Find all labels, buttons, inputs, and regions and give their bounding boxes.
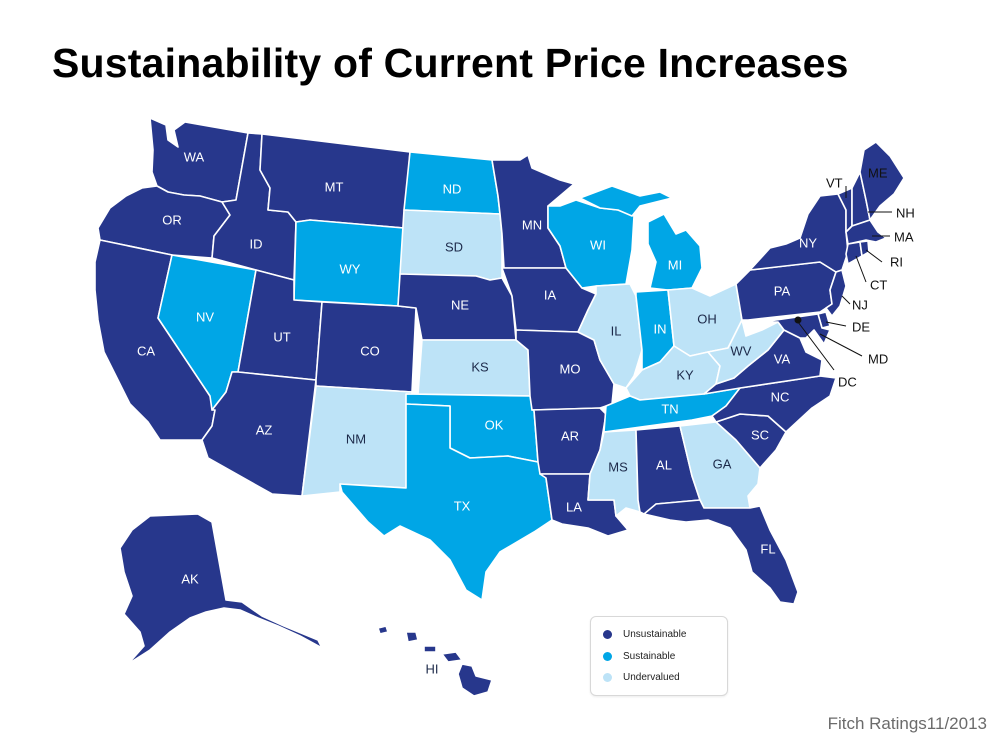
state-label-la: LA: [566, 499, 582, 514]
state-ri[interactable]: [859, 240, 870, 257]
legend-item-unsustainable: Unsustainable: [603, 627, 686, 641]
state-label-wy: WY: [340, 261, 361, 276]
state-label-ne: NE: [451, 297, 469, 312]
state-tx[interactable]: [339, 403, 553, 601]
state-label-nj: NJ: [852, 297, 868, 312]
state-label-az: AZ: [256, 422, 273, 437]
state-label-md: MD: [868, 351, 888, 366]
state-label-pa: PA: [774, 283, 791, 298]
state-label-mi: MI: [668, 257, 682, 272]
state-me[interactable]: [859, 141, 905, 221]
state-label-ky: KY: [676, 367, 694, 382]
state-mi[interactable]: [579, 185, 703, 291]
state-label-or: OR: [162, 212, 182, 227]
state-label-mt: MT: [325, 179, 344, 194]
state-label-me: ME: [868, 165, 888, 180]
state-label-tn: TN: [661, 401, 678, 416]
state-label-hi: HI: [426, 661, 439, 676]
state-label-nh: NH: [896, 205, 915, 220]
state-nj[interactable]: [825, 269, 847, 317]
state-label-ct: CT: [870, 277, 887, 292]
page-title: Sustainability of Current Price Increase…: [52, 40, 849, 86]
state-label-ri: RI: [890, 254, 903, 269]
state-label-de: DE: [852, 319, 870, 334]
legend-item-undervalued: Undervalued: [603, 670, 680, 684]
state-label-ks: KS: [471, 359, 489, 374]
state-ct[interactable]: [845, 241, 863, 265]
state-dc[interactable]: [794, 316, 802, 324]
state-nc[interactable]: [711, 375, 837, 433]
state-label-nd: ND: [443, 181, 462, 196]
state-label-sc: SC: [751, 427, 769, 442]
state-label-wa: WA: [184, 149, 205, 164]
state-label-ok: OK: [485, 417, 504, 432]
legend-item-sustainable: Sustainable: [603, 649, 675, 663]
state-label-ma: MA: [894, 229, 914, 244]
state-label-wv: WV: [731, 343, 752, 358]
source-credit: Fitch Ratings11/2013: [827, 714, 987, 733]
state-label-nm: NM: [346, 431, 366, 446]
state-md[interactable]: [761, 313, 831, 345]
legend-label: Undervalued: [623, 671, 680, 683]
state-label-ar: AR: [561, 428, 579, 443]
state-label-ms: MS: [608, 459, 628, 474]
state-label-ak: AK: [181, 571, 199, 586]
state-label-ca: CA: [137, 343, 155, 358]
state-label-ga: GA: [713, 456, 732, 471]
state-label-mo: MO: [560, 361, 581, 376]
legend-swatch-undervalued: [603, 672, 612, 682]
legend: Unsustainable Sustainable Undervalued: [590, 616, 728, 696]
callout-lines: [797, 186, 892, 371]
state-label-al: AL: [656, 457, 672, 472]
state-label-va: VA: [774, 351, 791, 366]
legend-swatch-sustainable: [603, 651, 612, 661]
state-label-il: IL: [611, 323, 622, 338]
legend-label: Sustainable: [623, 650, 676, 662]
state-label-sd: SD: [445, 239, 463, 254]
state-label-id: ID: [250, 236, 263, 251]
state-label-mn: MN: [522, 217, 542, 232]
state-label-vt: VT: [826, 175, 843, 190]
state-label-oh: OH: [697, 311, 717, 326]
state-hi[interactable]: [377, 625, 493, 697]
state-label-wi: WI: [590, 237, 606, 252]
state-label-tx: TX: [454, 498, 471, 513]
legend-label: Unsustainable: [623, 628, 687, 640]
state-ny[interactable]: [749, 193, 849, 273]
state-label-nc: NC: [771, 389, 790, 404]
state-label-fl: FL: [760, 541, 775, 556]
state-label-ny: NY: [799, 235, 817, 250]
state-label-ut: UT: [273, 329, 290, 344]
state-ak[interactable]: [119, 513, 323, 665]
legend-swatch-unsustainable: [603, 629, 612, 639]
state-label-nv: NV: [196, 309, 214, 324]
state-label-co: CO: [360, 343, 380, 358]
state-fl[interactable]: [643, 499, 799, 605]
state-label-dc: DC: [838, 374, 857, 389]
state-label-in: IN: [654, 321, 667, 336]
state-label-ia: IA: [544, 287, 557, 302]
